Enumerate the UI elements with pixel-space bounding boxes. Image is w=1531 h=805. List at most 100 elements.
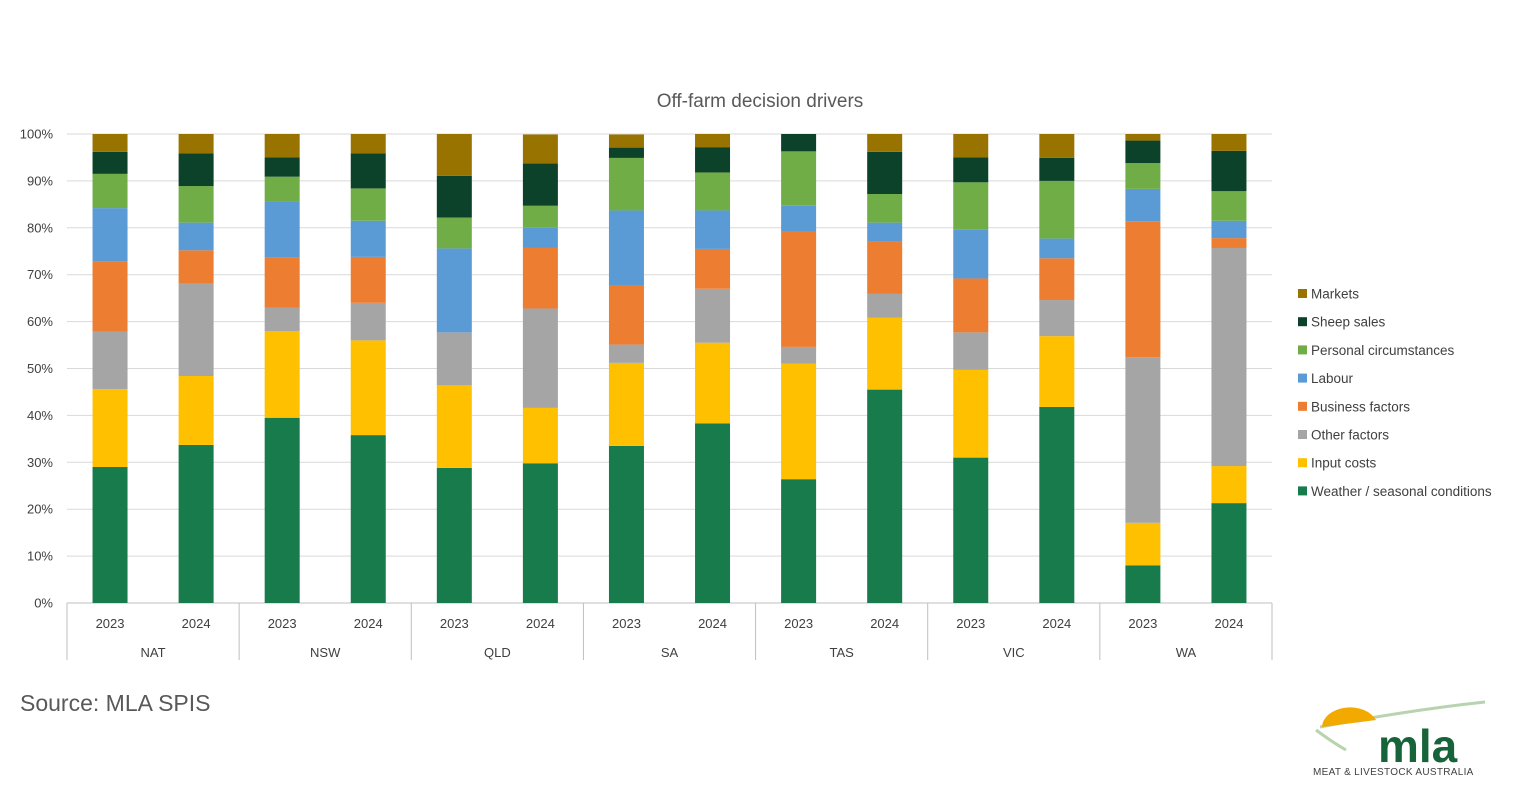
bar-segment bbox=[350, 435, 386, 603]
bar-segment bbox=[1039, 336, 1075, 407]
x-tick-label: 2023 bbox=[268, 616, 297, 631]
legend-swatch bbox=[1298, 430, 1307, 439]
bar-segment bbox=[522, 247, 558, 309]
bar-segment bbox=[695, 210, 731, 249]
bar-segment bbox=[608, 285, 644, 345]
x-group-label: WA bbox=[1176, 645, 1197, 660]
bar-segment bbox=[953, 278, 989, 333]
bar-segment bbox=[92, 389, 128, 467]
bar-segment bbox=[436, 332, 472, 386]
bar-segment bbox=[953, 182, 989, 230]
x-tick-label: 2024 bbox=[354, 616, 383, 631]
bar-segment bbox=[695, 134, 731, 148]
bar-segment bbox=[264, 257, 300, 308]
y-tick-label: 100% bbox=[20, 127, 54, 142]
legend-swatch bbox=[1298, 458, 1307, 468]
bar-segment bbox=[436, 134, 472, 176]
bar-segment bbox=[264, 330, 300, 418]
bar-segment bbox=[92, 208, 128, 262]
bar-segment bbox=[1039, 157, 1075, 181]
bar-segment bbox=[350, 256, 386, 303]
bar-segment bbox=[1211, 503, 1247, 603]
bar-segment bbox=[92, 261, 128, 332]
bar-segment bbox=[867, 151, 903, 195]
bar-segment bbox=[695, 288, 731, 343]
bar-segment bbox=[92, 151, 128, 174]
x-tick-label: 2023 bbox=[612, 616, 641, 631]
bar-segment bbox=[867, 389, 903, 603]
bar-segment bbox=[350, 340, 386, 436]
bar-segment bbox=[1211, 247, 1247, 467]
bar-segment bbox=[1039, 258, 1075, 301]
y-tick-label: 50% bbox=[27, 361, 53, 376]
bar-segment bbox=[436, 467, 472, 603]
x-tick-label: 2023 bbox=[440, 616, 469, 631]
legend-label: Personal circumstances bbox=[1311, 343, 1455, 358]
bar-segment bbox=[92, 134, 128, 152]
bar-segment bbox=[781, 151, 817, 206]
bar-segment bbox=[608, 134, 644, 148]
mla-logo: mla bbox=[1315, 700, 1486, 772]
bar-segment bbox=[264, 307, 300, 331]
legend-swatch bbox=[1298, 289, 1307, 298]
bar-segment bbox=[522, 134, 558, 164]
bar-segment bbox=[1211, 220, 1247, 239]
y-tick-label: 90% bbox=[27, 173, 53, 188]
bar-segment bbox=[781, 205, 817, 232]
bar-segment bbox=[1125, 565, 1161, 603]
x-tick-label: 2024 bbox=[526, 616, 555, 631]
x-group-label: NAT bbox=[141, 645, 166, 660]
legend: Markets Sheep sales Personal circumstances… bbox=[1298, 287, 1492, 499]
y-tick-label: 0% bbox=[34, 596, 53, 611]
bar-segment bbox=[867, 293, 903, 318]
y-axis-ticks: 0% 10% 20% 30% 40% 50% 60% 70% 80% 90% 100% bbox=[20, 127, 54, 611]
bar-segment bbox=[178, 283, 214, 376]
bar-segment bbox=[867, 194, 903, 223]
legend-swatch bbox=[1298, 317, 1307, 327]
bar-segment bbox=[1039, 134, 1075, 158]
bar-segment bbox=[1211, 466, 1247, 504]
bar-segment bbox=[264, 201, 300, 258]
bar-segment bbox=[178, 444, 214, 603]
bar-segment bbox=[436, 217, 472, 249]
bar-segment bbox=[178, 186, 214, 223]
bar-segment bbox=[350, 134, 386, 154]
bar-segment bbox=[867, 222, 903, 242]
bar-segment bbox=[953, 369, 989, 458]
legend-swatch bbox=[1298, 373, 1307, 383]
x-tick-label: 2023 bbox=[784, 616, 813, 631]
legend-label: Input costs bbox=[1311, 456, 1377, 471]
bar-segment bbox=[1039, 180, 1075, 239]
x-tick-label: 2024 bbox=[1215, 616, 1244, 631]
y-tick-label: 70% bbox=[27, 267, 53, 282]
bar-segment bbox=[1211, 191, 1247, 221]
legend-swatch bbox=[1298, 345, 1307, 355]
legend-swatch bbox=[1298, 486, 1307, 496]
x-group-label: NSW bbox=[310, 645, 341, 660]
bar-segment bbox=[867, 317, 903, 390]
bar-segment bbox=[608, 147, 644, 158]
bar-segment bbox=[608, 210, 644, 286]
bar-segment bbox=[695, 342, 731, 424]
legend-label: Weather / seasonal conditions bbox=[1311, 484, 1492, 499]
bar-segment bbox=[953, 134, 989, 158]
bar-segment bbox=[608, 362, 644, 446]
bar-segment bbox=[867, 241, 903, 294]
bar-segment bbox=[1039, 406, 1075, 603]
bar-segment bbox=[781, 363, 817, 480]
bar-segment bbox=[1125, 221, 1161, 358]
bar-segment bbox=[608, 344, 644, 363]
stacked-bar-chart: Off-farm decision drivers 0% 10% 20% 30% 40%… bbox=[20, 91, 1492, 660]
bar-segment bbox=[522, 227, 558, 248]
bar-segment bbox=[92, 173, 128, 209]
logo-wordmark: mla bbox=[1378, 720, 1458, 772]
bar-segment bbox=[1125, 188, 1161, 222]
x-tick-label: 2024 bbox=[870, 616, 899, 631]
bar-segment bbox=[178, 222, 214, 251]
bar-segment bbox=[695, 248, 731, 289]
gridlines bbox=[67, 133, 1272, 604]
x-tick-label: 2023 bbox=[96, 616, 125, 631]
bar-segment bbox=[695, 423, 731, 603]
bar-segment bbox=[522, 205, 558, 228]
bar-segment bbox=[1125, 522, 1161, 566]
